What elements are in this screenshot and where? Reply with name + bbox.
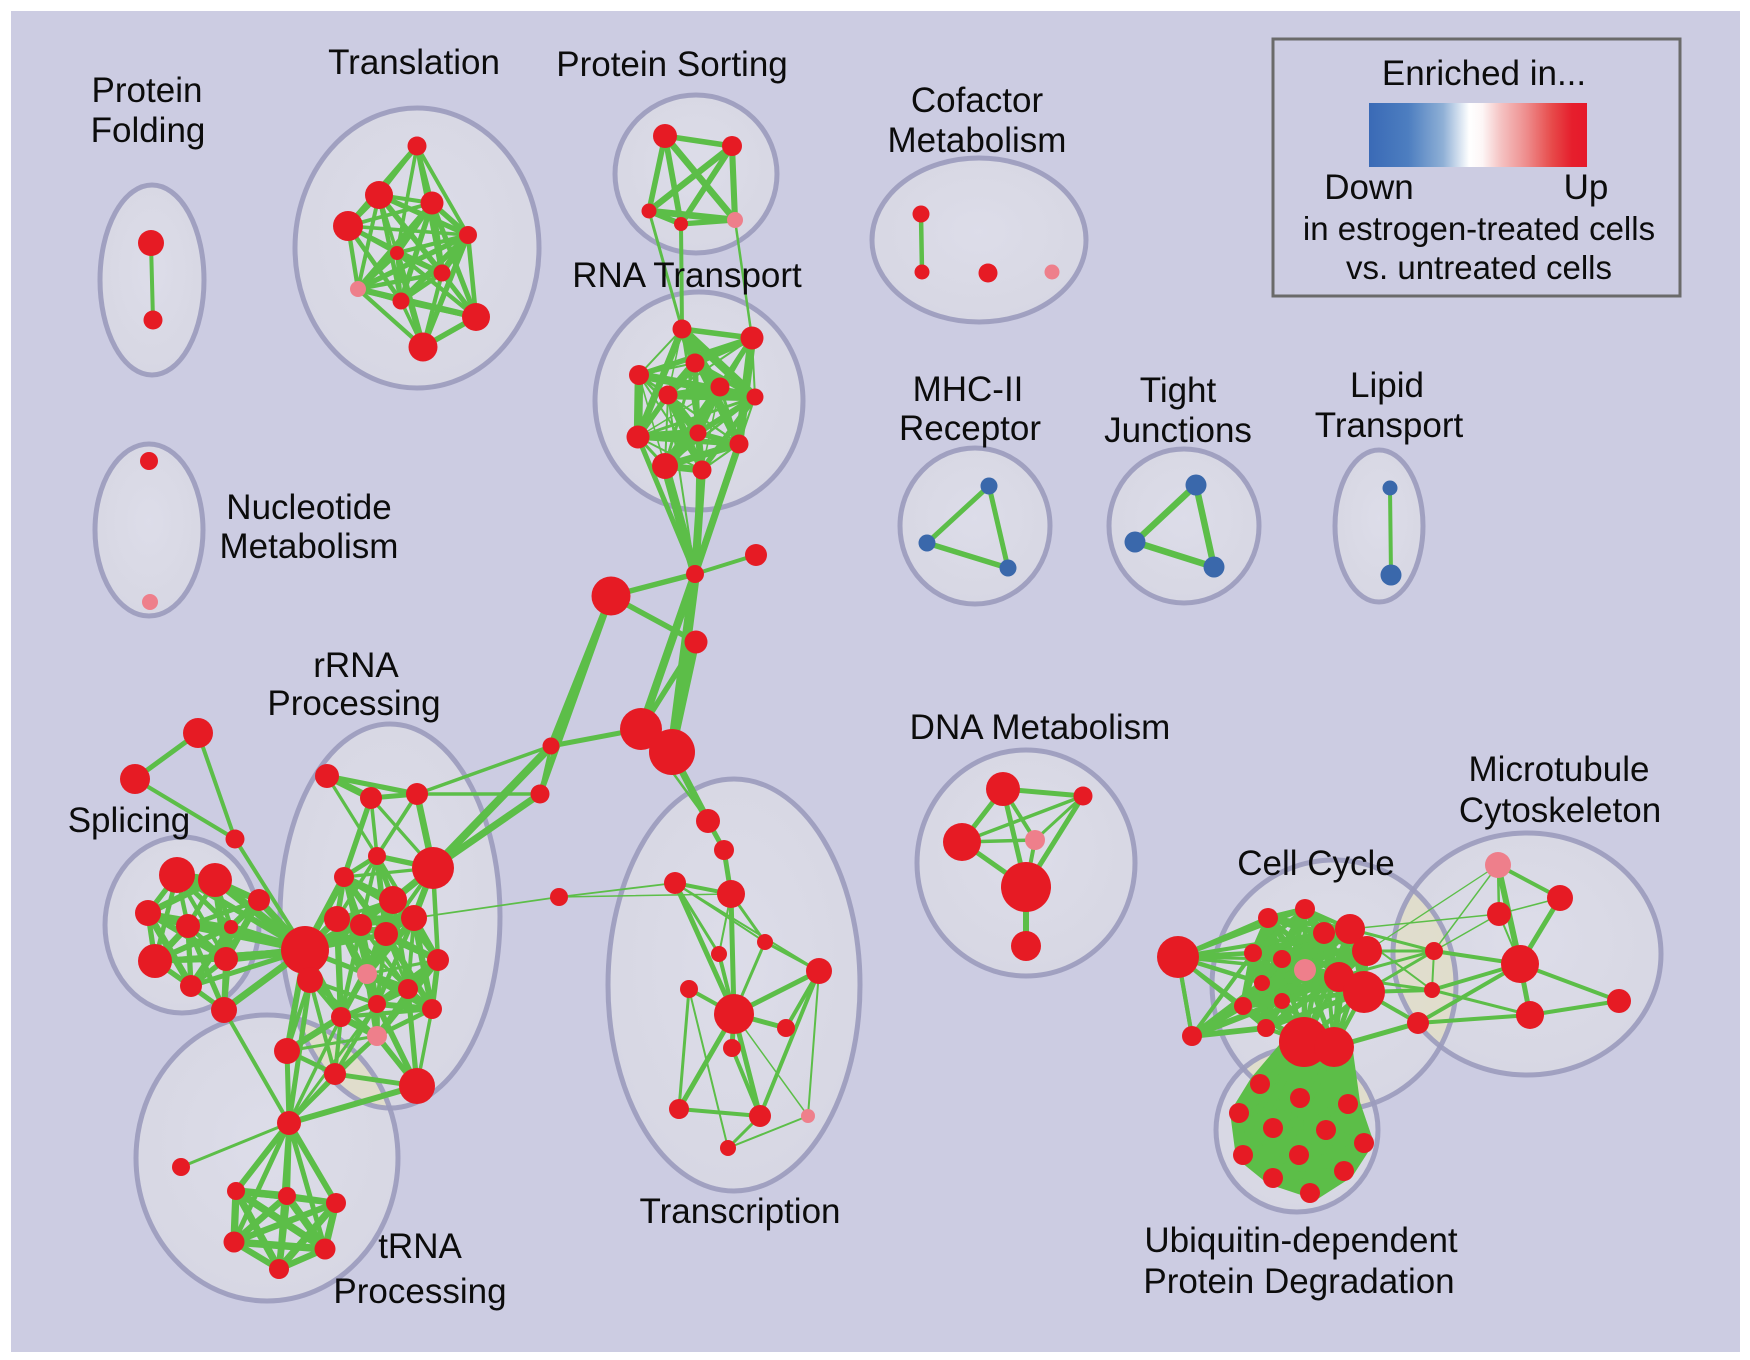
svg-text:tRNA: tRNA: [378, 1227, 462, 1266]
svg-text:RNA Transport: RNA Transport: [572, 256, 802, 295]
svg-text:Translation: Translation: [328, 43, 500, 82]
svg-text:Splicing: Splicing: [68, 801, 191, 840]
svg-text:Nucleotide: Nucleotide: [226, 488, 391, 527]
svg-text:Processing: Processing: [267, 684, 440, 723]
svg-text:Metabolism: Metabolism: [888, 121, 1067, 160]
svg-text:MHC-II: MHC-II: [913, 370, 1024, 409]
svg-text:Ubiquitin-dependent: Ubiquitin-dependent: [1144, 1221, 1458, 1260]
svg-text:Junctions: Junctions: [1104, 411, 1252, 450]
svg-text:Protein: Protein: [92, 71, 203, 110]
svg-text:Protein Sorting: Protein Sorting: [556, 45, 788, 84]
svg-text:Transport: Transport: [1315, 406, 1464, 445]
svg-text:Down: Down: [1324, 168, 1413, 207]
svg-text:Receptor: Receptor: [899, 409, 1041, 448]
svg-text:Tight: Tight: [1140, 371, 1217, 410]
svg-text:Lipid: Lipid: [1350, 366, 1424, 405]
svg-text:Metabolism: Metabolism: [220, 527, 399, 566]
svg-text:DNA Metabolism: DNA Metabolism: [910, 708, 1171, 747]
svg-text:Protein Degradation: Protein Degradation: [1143, 1262, 1454, 1301]
svg-text:vs. untreated cells: vs. untreated cells: [1346, 249, 1612, 286]
svg-text:Cell Cycle: Cell Cycle: [1237, 844, 1395, 883]
svg-text:Transcription: Transcription: [640, 1192, 841, 1231]
svg-text:Cytoskeleton: Cytoskeleton: [1459, 791, 1661, 830]
svg-text:Enriched in...: Enriched in...: [1382, 54, 1586, 93]
svg-text:Folding: Folding: [91, 111, 206, 150]
svg-text:Processing: Processing: [333, 1272, 506, 1311]
svg-text:in estrogen-treated cells: in estrogen-treated cells: [1303, 210, 1655, 247]
svg-text:Microtubule: Microtubule: [1469, 750, 1650, 789]
svg-text:Cofactor: Cofactor: [911, 81, 1044, 120]
svg-text:Up: Up: [1564, 168, 1609, 207]
svg-text:rRNA: rRNA: [313, 646, 399, 685]
